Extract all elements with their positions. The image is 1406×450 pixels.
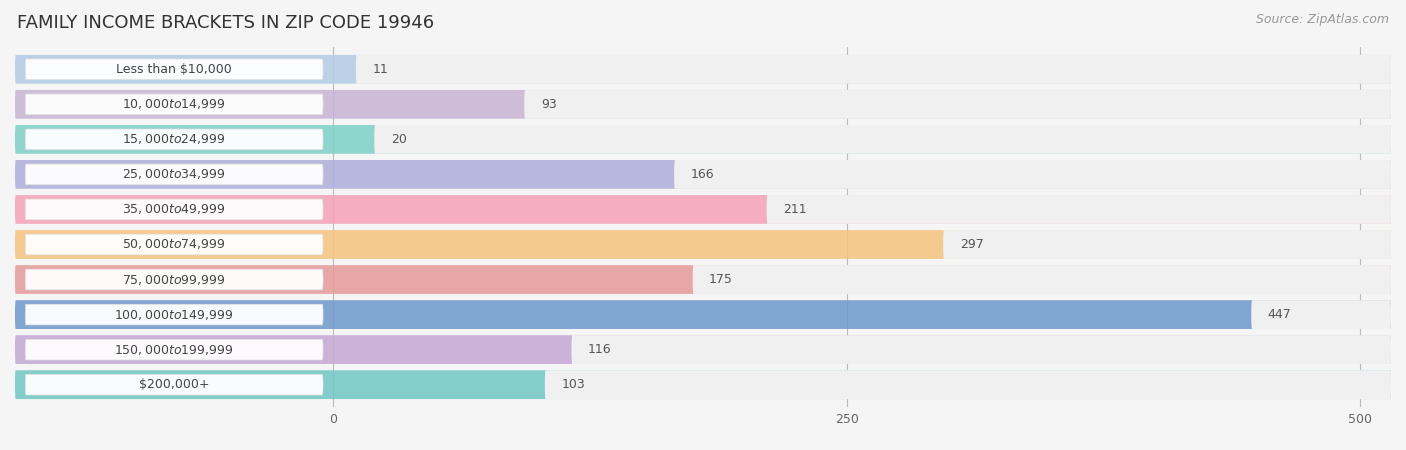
FancyBboxPatch shape — [15, 265, 1391, 294]
Text: $10,000 to $14,999: $10,000 to $14,999 — [122, 97, 226, 111]
FancyBboxPatch shape — [524, 90, 1391, 119]
FancyBboxPatch shape — [15, 90, 1391, 119]
Text: Less than $10,000: Less than $10,000 — [117, 63, 232, 76]
FancyBboxPatch shape — [675, 160, 1391, 189]
FancyBboxPatch shape — [356, 55, 1391, 84]
Text: 93: 93 — [541, 98, 557, 111]
FancyBboxPatch shape — [15, 195, 1391, 224]
FancyBboxPatch shape — [1251, 300, 1391, 329]
Text: $100,000 to $149,999: $100,000 to $149,999 — [114, 308, 233, 322]
Text: $15,000 to $24,999: $15,000 to $24,999 — [122, 132, 226, 146]
Text: Source: ZipAtlas.com: Source: ZipAtlas.com — [1256, 14, 1389, 27]
Text: 116: 116 — [588, 343, 612, 356]
FancyBboxPatch shape — [15, 300, 1391, 329]
Text: FAMILY INCOME BRACKETS IN ZIP CODE 19946: FAMILY INCOME BRACKETS IN ZIP CODE 19946 — [17, 14, 434, 32]
Text: 211: 211 — [783, 203, 807, 216]
FancyBboxPatch shape — [25, 94, 323, 115]
Text: $200,000+: $200,000+ — [139, 378, 209, 391]
FancyBboxPatch shape — [693, 265, 1391, 294]
FancyBboxPatch shape — [356, 55, 1391, 84]
FancyBboxPatch shape — [15, 90, 1391, 119]
FancyBboxPatch shape — [943, 230, 1391, 259]
FancyBboxPatch shape — [572, 335, 1391, 364]
Text: 103: 103 — [561, 378, 585, 391]
FancyBboxPatch shape — [766, 195, 1391, 224]
FancyBboxPatch shape — [374, 125, 1391, 154]
Text: 297: 297 — [960, 238, 983, 251]
FancyBboxPatch shape — [15, 230, 1391, 259]
Text: 166: 166 — [690, 168, 714, 181]
Text: $25,000 to $34,999: $25,000 to $34,999 — [122, 167, 226, 181]
FancyBboxPatch shape — [524, 90, 1391, 119]
Text: $150,000 to $199,999: $150,000 to $199,999 — [114, 342, 233, 356]
FancyBboxPatch shape — [675, 160, 1391, 189]
FancyBboxPatch shape — [25, 304, 323, 325]
FancyBboxPatch shape — [15, 160, 1391, 189]
Text: 20: 20 — [391, 133, 406, 146]
FancyBboxPatch shape — [15, 370, 1391, 399]
Text: 447: 447 — [1268, 308, 1292, 321]
FancyBboxPatch shape — [943, 230, 1391, 259]
FancyBboxPatch shape — [25, 269, 323, 290]
FancyBboxPatch shape — [15, 160, 1391, 189]
FancyBboxPatch shape — [15, 370, 1391, 399]
FancyBboxPatch shape — [15, 125, 1391, 154]
FancyBboxPatch shape — [766, 195, 1391, 224]
FancyBboxPatch shape — [15, 55, 1391, 84]
FancyBboxPatch shape — [25, 164, 323, 185]
Text: $75,000 to $99,999: $75,000 to $99,999 — [122, 273, 226, 287]
FancyBboxPatch shape — [546, 370, 1391, 399]
FancyBboxPatch shape — [25, 199, 323, 220]
FancyBboxPatch shape — [15, 230, 1391, 259]
FancyBboxPatch shape — [15, 335, 1391, 364]
FancyBboxPatch shape — [693, 265, 1391, 294]
Text: $35,000 to $49,999: $35,000 to $49,999 — [122, 202, 226, 216]
FancyBboxPatch shape — [15, 55, 1391, 84]
FancyBboxPatch shape — [15, 195, 1391, 224]
FancyBboxPatch shape — [15, 125, 1391, 154]
FancyBboxPatch shape — [572, 335, 1391, 364]
FancyBboxPatch shape — [25, 339, 323, 360]
Text: $50,000 to $74,999: $50,000 to $74,999 — [122, 238, 226, 252]
FancyBboxPatch shape — [25, 234, 323, 255]
FancyBboxPatch shape — [25, 59, 323, 80]
FancyBboxPatch shape — [15, 335, 1391, 364]
Text: 11: 11 — [373, 63, 388, 76]
Text: 175: 175 — [709, 273, 733, 286]
FancyBboxPatch shape — [374, 125, 1391, 154]
FancyBboxPatch shape — [15, 265, 1391, 294]
FancyBboxPatch shape — [25, 129, 323, 150]
FancyBboxPatch shape — [25, 374, 323, 395]
FancyBboxPatch shape — [15, 300, 1391, 329]
FancyBboxPatch shape — [546, 370, 1391, 399]
FancyBboxPatch shape — [1251, 300, 1391, 329]
